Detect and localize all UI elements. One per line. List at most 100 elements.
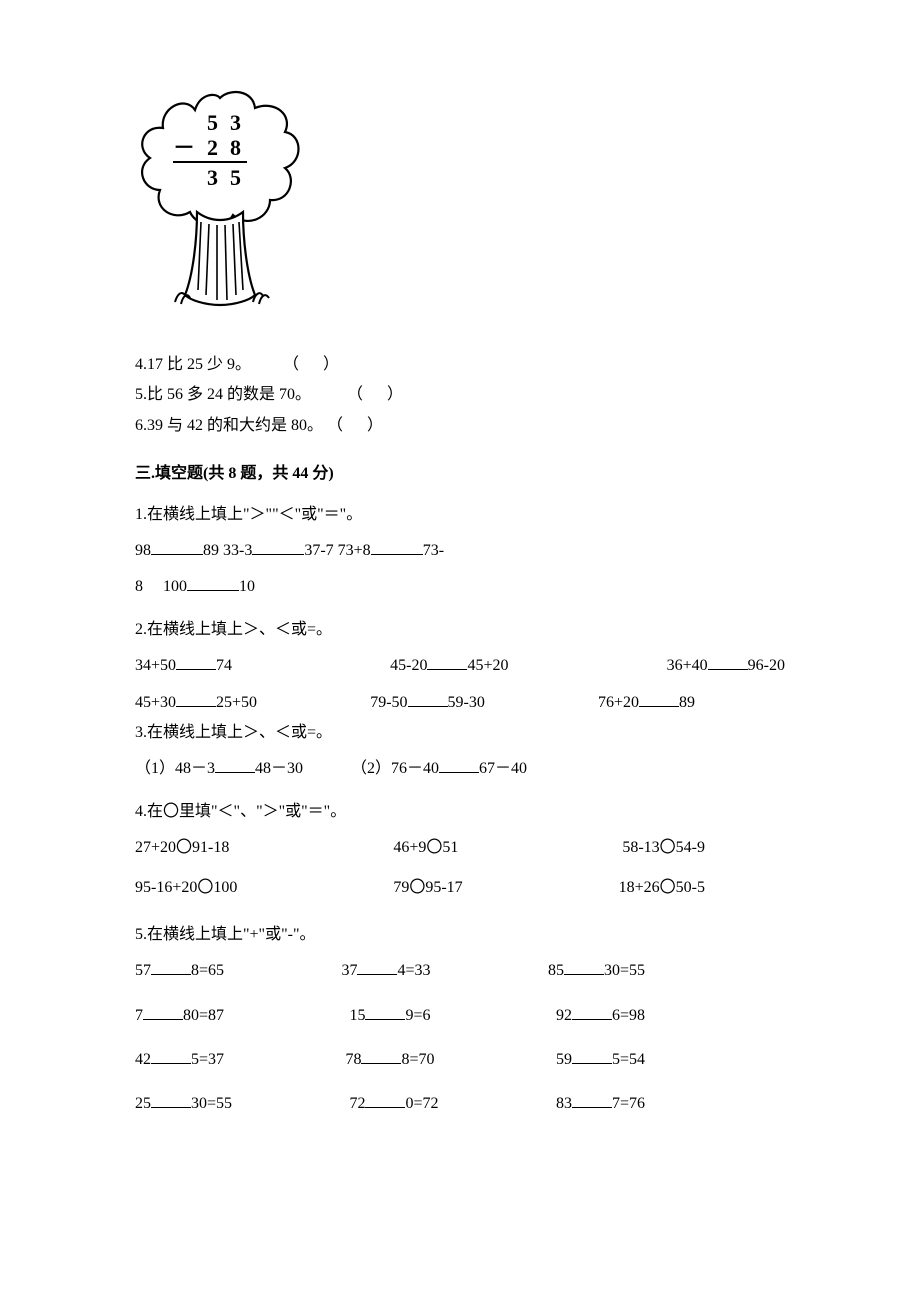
q5-right: 6=98 xyxy=(612,1007,645,1024)
q3-prompt: 3.在横线上填上＞、＜或=。 xyxy=(135,718,785,748)
q5-prompt: 5.在横线上填上"+"或"-"。 xyxy=(135,920,785,950)
q2r1c-r: 96-20 xyxy=(748,657,785,674)
q5-right: 0=72 xyxy=(405,1095,438,1112)
q3a-r: 48－30 xyxy=(255,760,303,777)
q5-row: 578=65 374=33 85 30=55 xyxy=(135,956,645,986)
q5-right: 5=37 xyxy=(191,1051,224,1068)
q5-cell: 85 30=55 xyxy=(548,956,645,986)
q1-a1l: 98 xyxy=(135,542,151,559)
blank[interactable] xyxy=(357,960,397,975)
blank[interactable] xyxy=(151,960,191,975)
q2-row1: 34+5074 45-2045+20 36+4096-20 xyxy=(135,651,785,681)
blank[interactable] xyxy=(639,691,679,706)
q4-row1: 27+20〇91-18 46+9〇51 58-13〇54-9 xyxy=(135,833,705,863)
fig-bot1: 3 xyxy=(207,165,218,190)
blank[interactable] xyxy=(252,540,304,555)
q5-row: 7 80=87 15 9=6 92 6=98 xyxy=(135,1001,645,1031)
judge-q6: 6.39 与 42 的和大约是 80。 （ ） xyxy=(135,411,785,441)
blank[interactable] xyxy=(151,540,203,555)
q2r2b-l: 79-50 xyxy=(370,694,407,711)
q2-row2: 45+3025+50 79-5059-30 76+2089 xyxy=(135,688,695,718)
tree-svg: 5 3 － 2 8 3 5 xyxy=(135,90,305,320)
blank[interactable] xyxy=(176,691,216,706)
q5-right: 9=6 xyxy=(405,1007,430,1024)
q5-left: 25 xyxy=(135,1095,151,1112)
q5-cell: 92 6=98 xyxy=(556,1001,645,1031)
q4r1b: 46+9〇51 xyxy=(393,833,458,863)
q5-right: 4=33 xyxy=(397,962,430,979)
fig-top2: 3 xyxy=(230,110,241,135)
q5-cell: 2530=55 xyxy=(135,1089,232,1119)
q3b-r: 67－40 xyxy=(479,760,527,777)
q5-cell: 7 80=87 xyxy=(135,1001,224,1031)
blank[interactable] xyxy=(361,1049,401,1064)
q5-rows: 578=65 374=33 85 30=55 7 80=87 15 9=6 92 6=98 42 5=… xyxy=(135,956,785,1120)
q2r1b-l: 45-20 xyxy=(390,657,427,674)
fig-mid1: 2 xyxy=(207,135,218,160)
q5-cell: 42 5=37 xyxy=(135,1045,224,1075)
fig-top1: 5 xyxy=(207,110,218,135)
blank[interactable] xyxy=(572,1004,612,1019)
q5-right: 80=87 xyxy=(183,1007,224,1024)
q5-right: 30=55 xyxy=(604,962,645,979)
q5-left: 42 xyxy=(135,1051,151,1068)
q2r2c-l: 76+20 xyxy=(598,694,639,711)
blank[interactable] xyxy=(572,1049,612,1064)
q5-cell: 72 0=72 xyxy=(349,1089,438,1119)
q5-cell: 578=65 xyxy=(135,956,224,986)
q5-left: 85 xyxy=(548,962,564,979)
q4r2b: 79〇95-17 xyxy=(393,873,462,903)
blank[interactable] xyxy=(365,1004,405,1019)
blank[interactable] xyxy=(151,1049,191,1064)
q2r2a-r: 25+50 xyxy=(216,694,257,711)
blank[interactable] xyxy=(427,655,467,670)
q5-cell: 15 9=6 xyxy=(349,1001,430,1031)
q1-a1r: 89 33-3 xyxy=(203,542,252,559)
blank[interactable] xyxy=(187,576,239,591)
fig-bot2: 5 xyxy=(230,165,241,190)
q5-cell: 59 5=54 xyxy=(556,1045,645,1075)
fig-sign: － xyxy=(173,135,195,160)
q5-left: 72 xyxy=(349,1095,365,1112)
q3a-l: （1）48－3 xyxy=(135,760,215,777)
q2-prompt: 2.在横线上填上＞、＜或=。 xyxy=(135,615,785,645)
q4r1a: 27+20〇91-18 xyxy=(135,833,229,863)
q5-left: 15 xyxy=(349,1007,365,1024)
q2r1c-l: 36+40 xyxy=(667,657,708,674)
q4-prompt: 4.在〇里填"＜"、"＞"或"＝"。 xyxy=(135,797,785,827)
q1-line2: 8 10010 xyxy=(135,572,785,602)
page: 5 3 － 2 8 3 5 xyxy=(0,0,920,1302)
judge-q5: 5.比 56 多 24 的数是 70。 （ ） xyxy=(135,380,785,410)
blank[interactable] xyxy=(215,758,255,773)
q5-left: 92 xyxy=(556,1007,572,1024)
blank[interactable] xyxy=(564,960,604,975)
q3-line: （1）48－3 48－30 （2）76－40 67－40 xyxy=(135,754,785,784)
blank[interactable] xyxy=(439,758,479,773)
blank[interactable] xyxy=(365,1093,405,1108)
blank[interactable] xyxy=(708,655,748,670)
q2r1a-r: 74 xyxy=(216,657,232,674)
q5-left: 7 xyxy=(135,1007,143,1024)
q4r1c: 58-13〇54-9 xyxy=(622,833,705,863)
blank[interactable] xyxy=(176,655,216,670)
q4r2c: 18+26〇50-5 xyxy=(619,873,705,903)
blank[interactable] xyxy=(143,1004,183,1019)
tree-figure: 5 3 － 2 8 3 5 xyxy=(135,90,305,320)
blank[interactable] xyxy=(371,540,423,555)
blank[interactable] xyxy=(572,1093,612,1108)
blank[interactable] xyxy=(151,1093,191,1108)
q5-cell: 788=70 xyxy=(345,1045,434,1075)
q3b-l: （2）76－40 xyxy=(351,760,439,777)
q5-left: 59 xyxy=(556,1051,572,1068)
q2r2b-r: 59-30 xyxy=(448,694,485,711)
q1-a3r: 73- xyxy=(423,542,444,559)
q5-right: 5=54 xyxy=(612,1051,645,1068)
q5-row: 2530=55720=72837=76 xyxy=(135,1089,645,1119)
q2r2c-r: 89 xyxy=(679,694,695,711)
q5-cell: 374=33 xyxy=(341,956,430,986)
section3-title: 三.填空题(共 8 题，共 44 分) xyxy=(135,459,785,489)
blank[interactable] xyxy=(408,691,448,706)
q5-left: 78 xyxy=(345,1051,361,1068)
q1-l2r: 10 xyxy=(239,578,255,595)
q5-right: 8=65 xyxy=(191,962,224,979)
